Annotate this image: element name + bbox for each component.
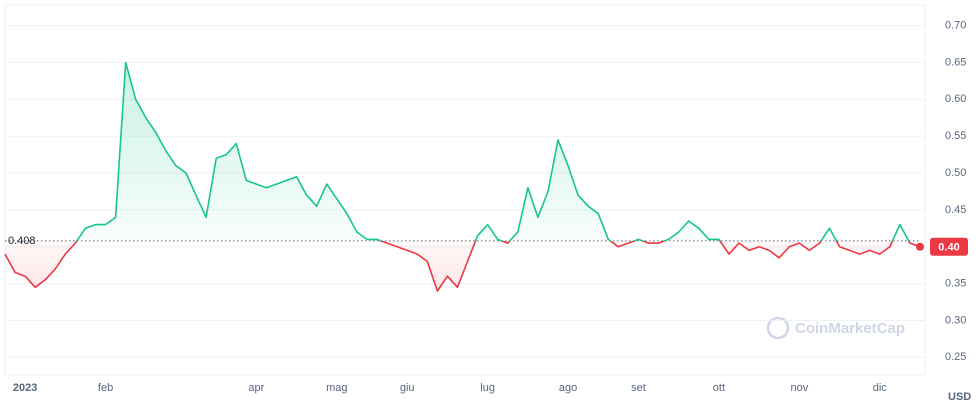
y-tick-label: 0.35 xyxy=(945,278,966,290)
x-tick-label: ago xyxy=(559,382,577,394)
last-price-label: 0.40 xyxy=(938,242,959,254)
x-tick-label: feb xyxy=(98,382,113,394)
price-area xyxy=(5,62,920,291)
last-price-dot xyxy=(916,242,924,251)
y-unit: USD xyxy=(948,391,971,403)
watermark-text: CoinMarketCap xyxy=(795,320,905,337)
x-tick-label: 2023 xyxy=(13,382,37,394)
y-tick-label: 0.25 xyxy=(945,351,966,363)
y-tick-label: 0.55 xyxy=(945,130,966,142)
x-tick-label: set xyxy=(631,382,646,394)
y-tick-label: 0.65 xyxy=(945,56,966,68)
x-tick-label: lug xyxy=(480,382,495,394)
y-tick-label: 0.45 xyxy=(945,204,966,216)
y-tick-label: 0.30 xyxy=(945,314,966,326)
watermark-logo xyxy=(766,316,790,340)
watermark: CoinMarketCap xyxy=(766,316,905,340)
x-tick-label: mag xyxy=(326,382,347,394)
y-tick-label: 0.60 xyxy=(945,93,966,105)
y-tick-label: 0.70 xyxy=(945,20,966,32)
reference-label: 0.408 xyxy=(8,235,36,247)
x-tick-label: apr xyxy=(248,382,264,394)
x-tick-label: giu xyxy=(400,382,415,394)
x-tick-label: ott xyxy=(713,382,725,394)
y-tick-label: 0.50 xyxy=(945,167,966,179)
price-line xyxy=(4,61,921,292)
x-tick-label: nov xyxy=(790,382,808,394)
plot-frame xyxy=(4,4,926,376)
last-price-box xyxy=(930,237,968,256)
x-tick-label: dic xyxy=(873,382,888,394)
